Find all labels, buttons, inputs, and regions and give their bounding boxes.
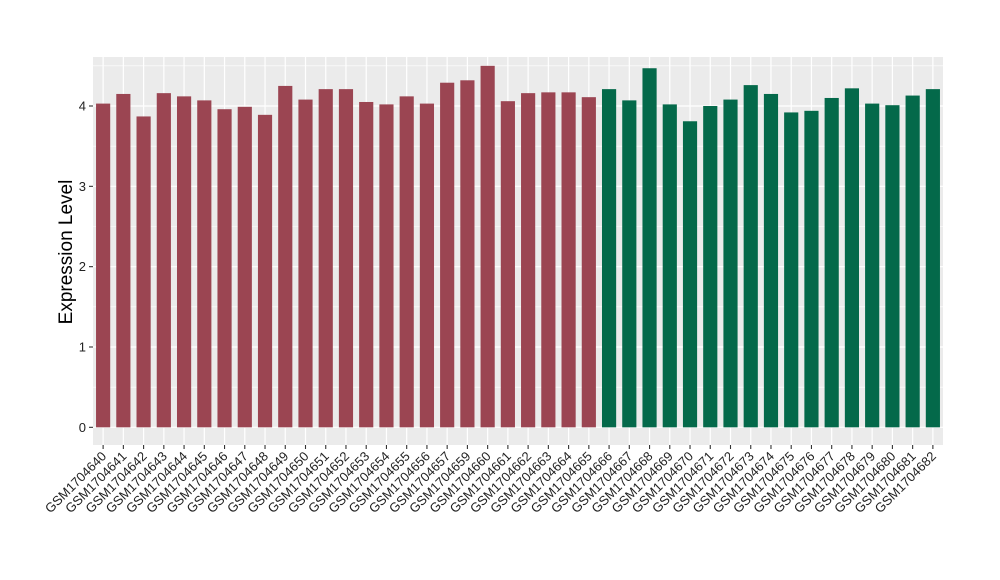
bar [136,116,151,428]
bar [662,104,677,428]
bar [359,101,374,428]
bar [703,106,718,428]
bar [257,114,273,428]
x-axis: GSM1704640GSM1704641GSM1704642GSM1704643… [42,445,939,516]
bar [460,80,475,428]
bar [925,89,940,428]
y-tick-label: 3 [79,179,86,194]
bar [480,65,495,428]
bar [338,89,354,428]
bar [379,104,394,428]
bar [723,99,738,428]
y-axis: 0 1 2 3 4 [79,99,93,435]
bar [743,85,758,428]
y-tick-label: 4 [79,99,86,114]
bar [500,101,515,428]
bar [865,103,880,428]
bar [541,92,556,428]
bar [96,103,111,428]
bar [844,88,860,428]
bar [763,93,779,428]
bar [440,82,455,428]
bar [419,103,435,428]
bar [642,68,657,428]
bar [804,110,819,428]
bar [601,89,617,428]
bar [682,121,698,428]
bar [197,100,212,428]
bar [156,93,171,428]
plot-panel [93,57,943,445]
bar [784,112,799,428]
bars [96,65,940,428]
bar [116,93,131,428]
bar [217,109,232,428]
y-axis-title: Expression Level [56,180,77,325]
y-tick-label: 1 [79,339,86,354]
bar [399,96,414,428]
bar [318,89,333,428]
y-tick-label: 2 [79,259,86,274]
y-tick-label: 0 [79,420,86,435]
bar [885,105,900,428]
bar [521,93,536,428]
bar [278,85,293,428]
bar [824,97,839,428]
bar [905,95,920,428]
bar [176,96,192,428]
bar [581,97,596,428]
bar [622,100,637,428]
bar [561,92,576,428]
bar [298,99,313,428]
bar [237,106,252,428]
